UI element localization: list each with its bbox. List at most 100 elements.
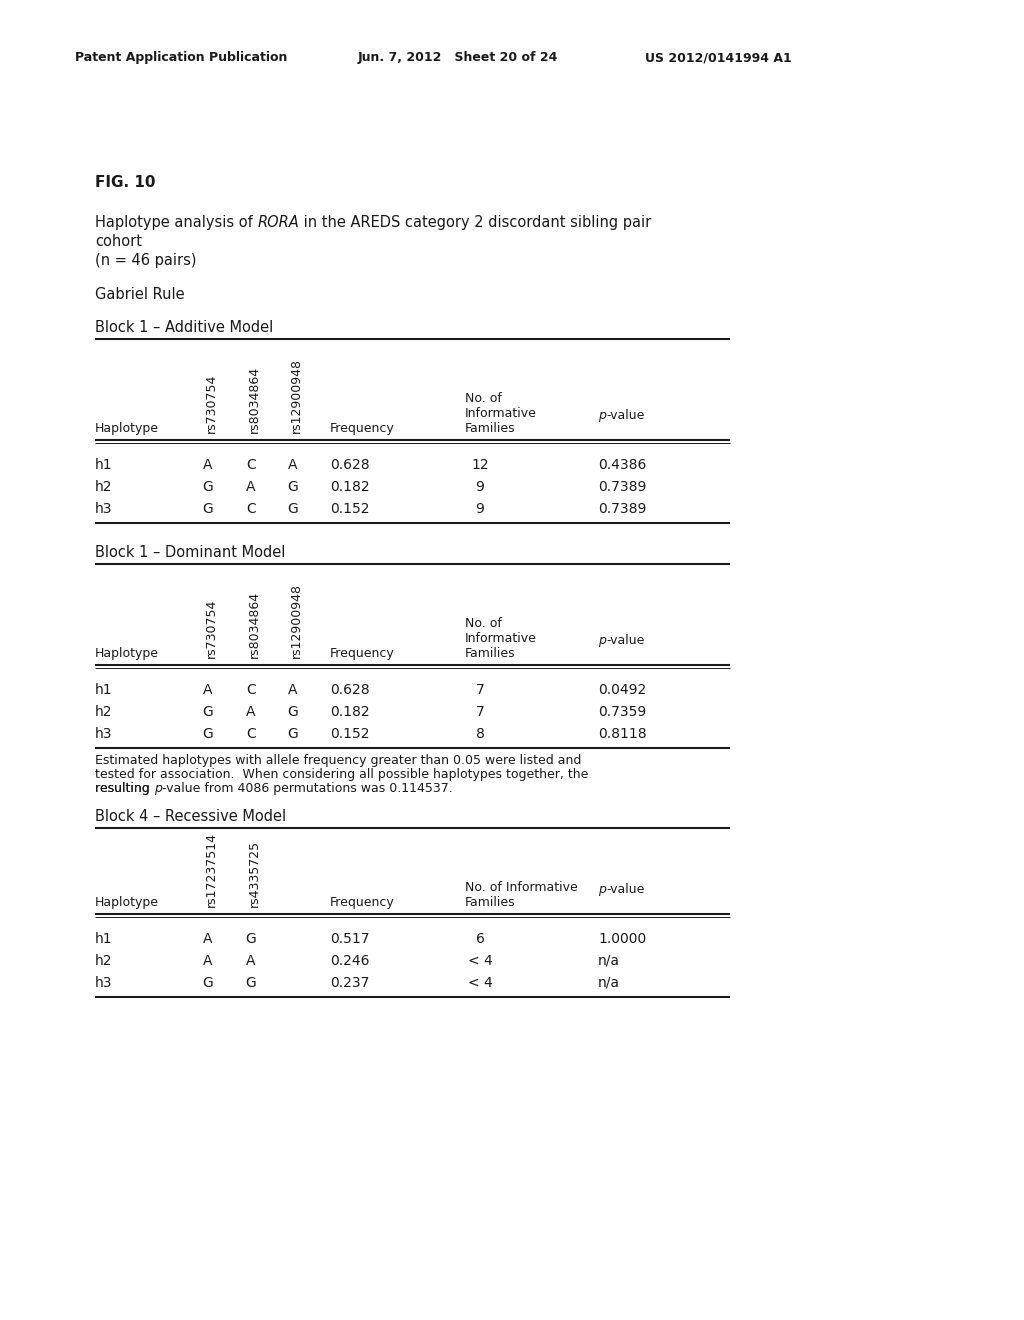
- Text: -value: -value: [606, 409, 644, 422]
- Text: C: C: [246, 502, 256, 516]
- Text: rs730754: rs730754: [205, 374, 218, 433]
- Text: 9: 9: [475, 502, 484, 516]
- Text: A: A: [246, 954, 256, 968]
- Text: G: G: [203, 502, 213, 516]
- Text: Haplotype: Haplotype: [95, 896, 159, 909]
- Text: 0.4386: 0.4386: [598, 458, 646, 473]
- Text: A: A: [288, 682, 298, 697]
- Text: G: G: [246, 932, 256, 946]
- Text: Haplotype: Haplotype: [95, 422, 159, 436]
- Text: p: p: [598, 409, 606, 422]
- Text: US 2012/0141994 A1: US 2012/0141994 A1: [645, 51, 792, 65]
- Text: No. of
Informative
Families: No. of Informative Families: [465, 616, 537, 660]
- Text: resulting: resulting: [95, 781, 154, 795]
- Text: -value from 4086 permutations was 0.114537.: -value from 4086 permutations was 0.1145…: [162, 781, 453, 795]
- Text: 0.517: 0.517: [330, 932, 370, 946]
- Text: 0.628: 0.628: [330, 682, 370, 697]
- Text: 1.0000: 1.0000: [598, 932, 646, 946]
- Text: rs4335725: rs4335725: [248, 840, 261, 907]
- Text: in the AREDS category 2 discordant sibling pair: in the AREDS category 2 discordant sibli…: [299, 215, 651, 230]
- Text: h1: h1: [95, 458, 113, 473]
- Text: p: p: [598, 883, 606, 896]
- Text: rs12900948: rs12900948: [290, 358, 303, 433]
- Text: No. of Informative
Families: No. of Informative Families: [465, 880, 578, 909]
- Text: Block 4 – Recessive Model: Block 4 – Recessive Model: [95, 809, 286, 824]
- Text: h3: h3: [95, 727, 113, 741]
- Text: 0.182: 0.182: [330, 480, 370, 494]
- Text: rs12900948: rs12900948: [290, 583, 303, 657]
- Text: 0.237: 0.237: [330, 975, 370, 990]
- Text: (n = 46 pairs): (n = 46 pairs): [95, 253, 197, 268]
- Text: h1: h1: [95, 682, 113, 697]
- Text: 12: 12: [471, 458, 488, 473]
- Text: Frequency: Frequency: [330, 647, 394, 660]
- Text: 6: 6: [475, 932, 484, 946]
- Text: n/a: n/a: [598, 975, 620, 990]
- Text: A: A: [203, 954, 213, 968]
- Text: 0.8118: 0.8118: [598, 727, 646, 741]
- Text: h1: h1: [95, 932, 113, 946]
- Text: Estimated haplotypes with allele frequency greater than 0.05 were listed and: Estimated haplotypes with allele frequen…: [95, 754, 582, 767]
- Text: 8: 8: [475, 727, 484, 741]
- Text: Frequency: Frequency: [330, 896, 394, 909]
- Text: < 4: < 4: [468, 975, 493, 990]
- Text: h2: h2: [95, 705, 113, 719]
- Text: A: A: [246, 480, 256, 494]
- Text: h2: h2: [95, 954, 113, 968]
- Text: Haplotype analysis of: Haplotype analysis of: [95, 215, 257, 230]
- Text: Gabriel Rule: Gabriel Rule: [95, 286, 184, 302]
- Text: G: G: [203, 705, 213, 719]
- Text: -value: -value: [606, 634, 644, 647]
- Text: Haplotype: Haplotype: [95, 647, 159, 660]
- Text: Jun. 7, 2012   Sheet 20 of 24: Jun. 7, 2012 Sheet 20 of 24: [358, 51, 558, 65]
- Text: G: G: [288, 727, 298, 741]
- Text: p: p: [598, 634, 606, 647]
- Text: G: G: [203, 975, 213, 990]
- Text: G: G: [203, 727, 213, 741]
- Text: G: G: [246, 975, 256, 990]
- Text: A: A: [246, 705, 256, 719]
- Text: FIG. 10: FIG. 10: [95, 176, 156, 190]
- Text: -value: -value: [606, 883, 644, 896]
- Text: rs730754: rs730754: [205, 599, 218, 657]
- Text: Frequency: Frequency: [330, 422, 394, 436]
- Text: resulting: resulting: [95, 781, 154, 795]
- Text: Patent Application Publication: Patent Application Publication: [75, 51, 288, 65]
- Text: tested for association.  When considering all possible haplotypes together, the: tested for association. When considering…: [95, 768, 589, 781]
- Text: 0.246: 0.246: [330, 954, 370, 968]
- Text: p: p: [154, 781, 162, 795]
- Text: 0.0492: 0.0492: [598, 682, 646, 697]
- Text: n/a: n/a: [598, 954, 620, 968]
- Text: G: G: [288, 705, 298, 719]
- Text: 0.152: 0.152: [330, 727, 370, 741]
- Text: h2: h2: [95, 480, 113, 494]
- Text: rs17237514: rs17237514: [205, 832, 218, 907]
- Text: Block 1 – Additive Model: Block 1 – Additive Model: [95, 319, 273, 335]
- Text: rs8034864: rs8034864: [248, 591, 261, 657]
- Text: C: C: [246, 727, 256, 741]
- Text: A: A: [203, 932, 213, 946]
- Text: 0.7389: 0.7389: [598, 480, 646, 494]
- Text: C: C: [246, 682, 256, 697]
- Text: 7: 7: [475, 682, 484, 697]
- Text: A: A: [203, 458, 213, 473]
- Text: 0.152: 0.152: [330, 502, 370, 516]
- Text: G: G: [288, 480, 298, 494]
- Text: 7: 7: [475, 705, 484, 719]
- Text: G: G: [203, 480, 213, 494]
- Text: cohort: cohort: [95, 234, 142, 249]
- Text: G: G: [288, 502, 298, 516]
- Text: RORA: RORA: [257, 215, 299, 230]
- Text: 0.7359: 0.7359: [598, 705, 646, 719]
- Text: A: A: [288, 458, 298, 473]
- Text: rs8034864: rs8034864: [248, 366, 261, 433]
- Text: Block 1 – Dominant Model: Block 1 – Dominant Model: [95, 545, 286, 560]
- Text: A: A: [203, 682, 213, 697]
- Text: h3: h3: [95, 502, 113, 516]
- Text: 0.182: 0.182: [330, 705, 370, 719]
- Text: 9: 9: [475, 480, 484, 494]
- Text: C: C: [246, 458, 256, 473]
- Text: No. of
Informative
Families: No. of Informative Families: [465, 392, 537, 436]
- Text: 0.628: 0.628: [330, 458, 370, 473]
- Text: h3: h3: [95, 975, 113, 990]
